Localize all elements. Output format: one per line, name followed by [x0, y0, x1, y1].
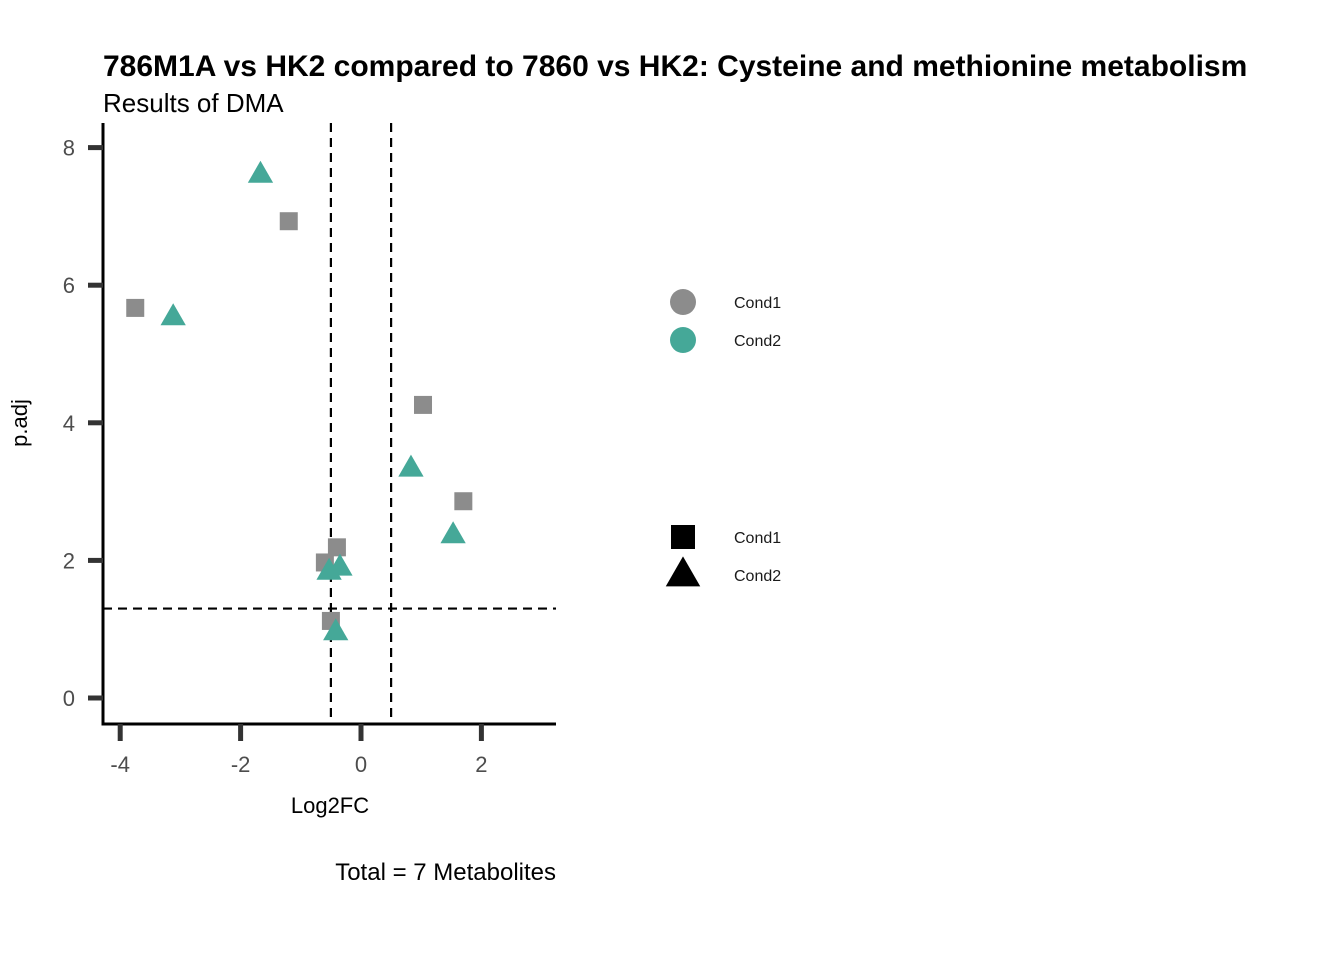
x-axis-title: Log2FC [291, 793, 369, 818]
legend-color-key [670, 327, 696, 353]
legend-shape-label: Cond1 [734, 530, 781, 547]
point-cond2-triangle [398, 454, 424, 477]
point-cond2-triangle [247, 160, 274, 183]
point-cond1-square [279, 212, 298, 231]
legend-color-label: Cond2 [734, 333, 781, 350]
point-cond2-triangle [160, 303, 186, 326]
y-tick-label: 4 [63, 411, 75, 436]
legend-shape-label: Cond2 [734, 568, 781, 585]
point-cond1-square [454, 492, 473, 511]
x-tick-label: 0 [355, 752, 367, 777]
chart-title: 786M1A vs HK2 compared to 7860 vs HK2: C… [103, 50, 1247, 83]
x-tick-label: 2 [475, 752, 487, 777]
point-cond2-triangle [316, 557, 342, 580]
legend-color-key [670, 289, 696, 315]
point-cond2-triangle [323, 618, 349, 641]
point-cond1-square [327, 538, 346, 557]
legend: Cond1 Cond2 Cond1 Cond2 [665, 289, 781, 587]
axes: -4 -2 0 2 0 2 4 6 8 [63, 123, 556, 777]
chart-subtitle: Results of DMA [103, 88, 284, 118]
y-tick-label: 0 [63, 686, 75, 711]
y-tick-label: 6 [63, 273, 75, 298]
x-tick-label: -2 [231, 752, 251, 777]
y-axis-title: p.adj [7, 399, 32, 447]
legend-color-label: Cond1 [734, 295, 781, 312]
chart-caption: Total = 7 Metabolites [335, 859, 556, 886]
point-cond1-square [126, 298, 145, 317]
y-tick-label: 2 [63, 548, 75, 573]
y-tick-label: 8 [63, 136, 75, 161]
data-points [126, 160, 473, 641]
x-tick-label: -4 [110, 752, 130, 777]
legend-shape-key [671, 525, 695, 549]
point-cond2-triangle [440, 521, 466, 544]
point-cond1-square [414, 395, 433, 414]
legend-shape-key [665, 556, 701, 587]
